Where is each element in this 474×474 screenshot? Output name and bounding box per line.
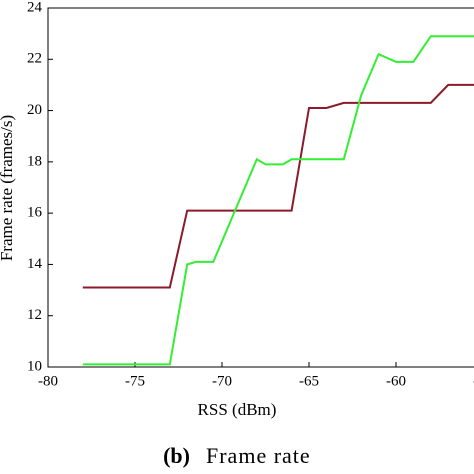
x-tick-label: -60 bbox=[386, 373, 406, 389]
plot-frame bbox=[47, 7, 474, 368]
y-tick-label: 16 bbox=[27, 205, 43, 221]
caption-tag: (b) bbox=[163, 443, 190, 468]
y-tick-label: 18 bbox=[27, 153, 42, 169]
y-tick-label: 24 bbox=[27, 0, 43, 15]
x-tick-label: -75 bbox=[125, 373, 145, 389]
y-tick-label: 10 bbox=[27, 358, 42, 374]
x-tick-label: -65 bbox=[299, 373, 319, 389]
y-tick-label: 12 bbox=[27, 307, 42, 323]
x-axis-label: RSS (dBm) bbox=[198, 400, 277, 419]
y-tick-label: 20 bbox=[27, 102, 42, 118]
data-line bbox=[82, 83, 474, 289]
y-axis-label: Frame rate (frames/s) bbox=[0, 115, 16, 261]
x-tick-label: -80 bbox=[38, 373, 58, 389]
y-tick-label: 22 bbox=[27, 51, 42, 67]
x-tick-label: -70 bbox=[212, 373, 232, 389]
caption: Frame rate bbox=[206, 443, 311, 468]
y-tick-label: 14 bbox=[27, 256, 43, 272]
data-line bbox=[82, 35, 474, 366]
